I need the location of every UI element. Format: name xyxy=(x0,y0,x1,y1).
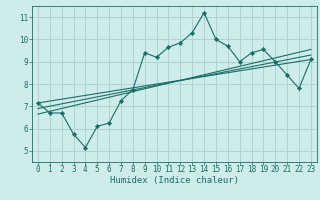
X-axis label: Humidex (Indice chaleur): Humidex (Indice chaleur) xyxy=(110,176,239,185)
